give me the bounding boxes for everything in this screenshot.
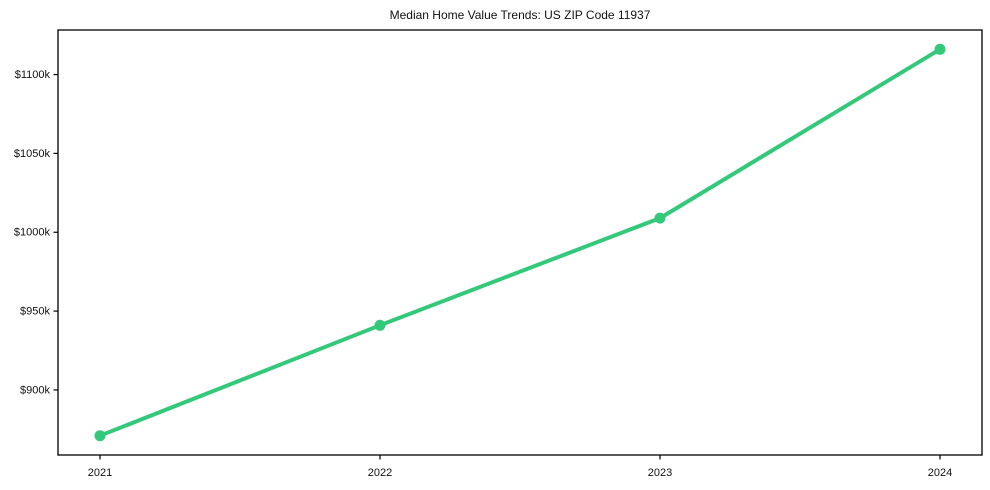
x-tick-label: 2024 xyxy=(928,467,952,479)
y-tick-label: $950k xyxy=(20,306,50,318)
y-tick-label: $1000k xyxy=(14,227,51,239)
y-tick-label: $1050k xyxy=(14,148,51,160)
data-point-2023 xyxy=(654,212,666,224)
y-tick-label: $900k xyxy=(20,384,50,396)
y-tick-label: $1100k xyxy=(15,69,51,81)
plot-border xyxy=(57,29,983,456)
x-tick-label: 2023 xyxy=(648,467,672,479)
data-point-2021 xyxy=(94,430,106,442)
trend-line xyxy=(98,47,942,438)
data-point-2024 xyxy=(934,43,946,55)
chart-title: Median Home Value Trends: US ZIP Code 11… xyxy=(389,8,651,22)
x-tick-label: 2021 xyxy=(88,467,112,479)
data-point-2022 xyxy=(374,319,386,331)
x-tick-label: 2022 xyxy=(368,467,392,479)
